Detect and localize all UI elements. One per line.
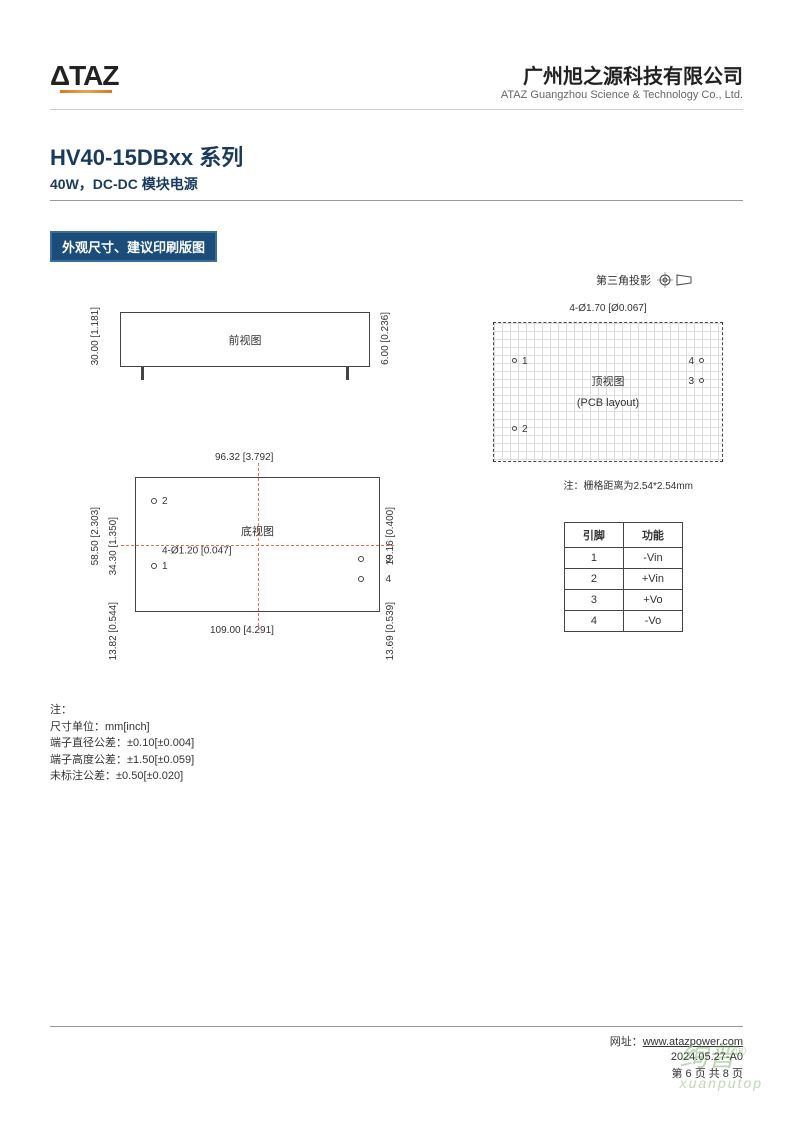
section-header: 外观尺寸、建议印刷版图 [50, 231, 217, 262]
page-footer: 网址：www.atazpower.com 2024.05.27-A0 第 6 页… [50, 1026, 743, 1081]
bottom-view-label: 底视图 [241, 523, 274, 539]
product-series: HV40-15DBxx 系列 [50, 140, 743, 172]
pcb-pin-3-label: 3 [688, 376, 694, 387]
logo-text: ΔTAZ [50, 60, 118, 92]
dim-34: 34.30 [1.350] [108, 517, 119, 575]
pin-table-r4c1: 4 [564, 611, 623, 632]
note-unit: 尺寸单位：mm[inch] [50, 719, 743, 736]
footer-content: 网址：www.atazpower.com 2024.05.27-A0 第 6 页… [50, 1033, 743, 1081]
footer-url: www.atazpower.com [643, 1036, 743, 1048]
logo: ΔTAZ [50, 60, 118, 92]
pcb-grid [494, 323, 722, 461]
pin-table-h1: 引脚 [564, 523, 623, 548]
bottom-view: 底视图 4-Ø1.20 [0.047] 1 2 3 4 [135, 477, 380, 612]
notes-block: 注： 尺寸单位：mm[inch] 端子直径公差：±0.10[±0.004] 端子… [50, 702, 743, 785]
pcb-pin-4 [699, 358, 704, 363]
footer-page: 第 6 页 共 8 页 [671, 1065, 743, 1081]
note-height-tol: 端子高度公差：±1.50[±0.059] [50, 752, 743, 769]
table-row: 3 +Vo [564, 590, 682, 611]
footer-url-label: 网址： [610, 1036, 643, 1048]
dim-10: 10.16 [0.400] [385, 507, 396, 565]
page-header: ΔTAZ 广州旭之源科技有限公司 ATAZ Guangzhou Science … [50, 60, 743, 110]
projection-label: 第三角投影 [596, 272, 693, 288]
pcb-grid-note: 注：栅格距离为2.54*2.54mm [564, 477, 693, 492]
pin-table-wrap: 引脚 功能 1 -Vin 2 +Vin 3 +Vo 4 -Vo [564, 522, 683, 632]
dim-109: 109.00 [4.291] [210, 625, 274, 636]
crosshair-v [258, 463, 259, 626]
footer-rule [50, 1026, 743, 1027]
projection-text: 第三角投影 [596, 272, 651, 288]
dim-13-69: 13.69 [0.539] [385, 602, 396, 660]
pin-1-dot [151, 563, 157, 569]
pin-table-r2c2: +Vin [623, 569, 682, 590]
dim-58: 58.50 [2.303] [90, 507, 101, 565]
title-rule [50, 200, 743, 201]
pin-table-h2: 功能 [623, 523, 682, 548]
footer-url-line: 网址：www.atazpower.com [610, 1033, 743, 1049]
product-subtitle: 40W，DC-DC 模块电源 [50, 174, 743, 194]
front-view: 前视图 [120, 312, 370, 367]
table-row: 1 -Vin [564, 548, 682, 569]
pcb-pin-2 [512, 426, 517, 431]
company-name-cn: 广州旭之源科技有限公司 [501, 60, 743, 89]
front-view-label: 前视图 [229, 332, 262, 348]
pcb-view: 4-Ø1.70 [Ø0.067] 顶视图 (PCB layout) 1 2 3 … [493, 322, 723, 462]
pin-table-r4c2: -Vo [623, 611, 682, 632]
company-name-en: ATAZ Guangzhou Science & Technology Co.,… [501, 89, 743, 101]
table-row: 4 -Vo [564, 611, 682, 632]
pin-4-num: 4 [385, 574, 391, 585]
pin-2-num: 2 [162, 496, 168, 507]
dim-96: 96.32 [3.792] [215, 452, 273, 463]
pin-table: 引脚 功能 1 -Vin 2 +Vin 3 +Vo 4 -Vo [564, 522, 683, 632]
pin-table-r2c1: 2 [564, 569, 623, 590]
pin-table-r3c1: 3 [564, 590, 623, 611]
pin-2-dot [151, 498, 157, 504]
pcb-pin-1 [512, 358, 517, 363]
pcb-pin-2-label: 2 [522, 424, 528, 435]
dim-13-82: 13.82 [0.544] [108, 602, 119, 660]
projection-icon [657, 272, 693, 288]
pcb-pin-3 [699, 378, 704, 383]
pcb-pin-4-label: 4 [688, 356, 694, 367]
note-dia-tol: 端子直径公差：±0.10[±0.004] [50, 735, 743, 752]
bottom-hole-label: 4-Ø1.20 [0.047] [162, 546, 232, 557]
pin-table-r1c1: 1 [564, 548, 623, 569]
pin-table-r1c2: -Vin [623, 548, 682, 569]
table-row: 2 +Vin [564, 569, 682, 590]
pin-4-dot [358, 576, 364, 582]
pin-3-dot [358, 556, 364, 562]
note-general-tol: 未标注公差：±0.50[±0.020] [50, 768, 743, 785]
pin-table-r3c2: +Vo [623, 590, 682, 611]
pcb-layout-label: (PCB layout) [577, 397, 639, 409]
pin-1-num: 1 [162, 561, 168, 572]
pin-table-header-row: 引脚 功能 [564, 523, 682, 548]
pcb-hole-label: 4-Ø1.70 [Ø0.067] [569, 303, 646, 314]
product-title-block: HV40-15DBxx 系列 40W，DC-DC 模块电源 [50, 140, 743, 201]
dim-30: 30.00 [1.181] [90, 307, 101, 365]
dim-6: 6.00 [0.236] [380, 312, 391, 365]
company-block: 广州旭之源科技有限公司 ATAZ Guangzhou Science & Tec… [501, 60, 743, 101]
drawings-area: 第三角投影 前视图 30.00 [1.181] 6.00 [0.236] 底视图… [50, 282, 743, 702]
logo-underline [60, 90, 112, 93]
footer-rev: 2024.05.27-A0 [671, 1051, 743, 1063]
note-header: 注： [50, 702, 743, 719]
pcb-pin-1-label: 1 [522, 356, 528, 367]
pcb-top-label: 顶视图 [592, 373, 625, 389]
